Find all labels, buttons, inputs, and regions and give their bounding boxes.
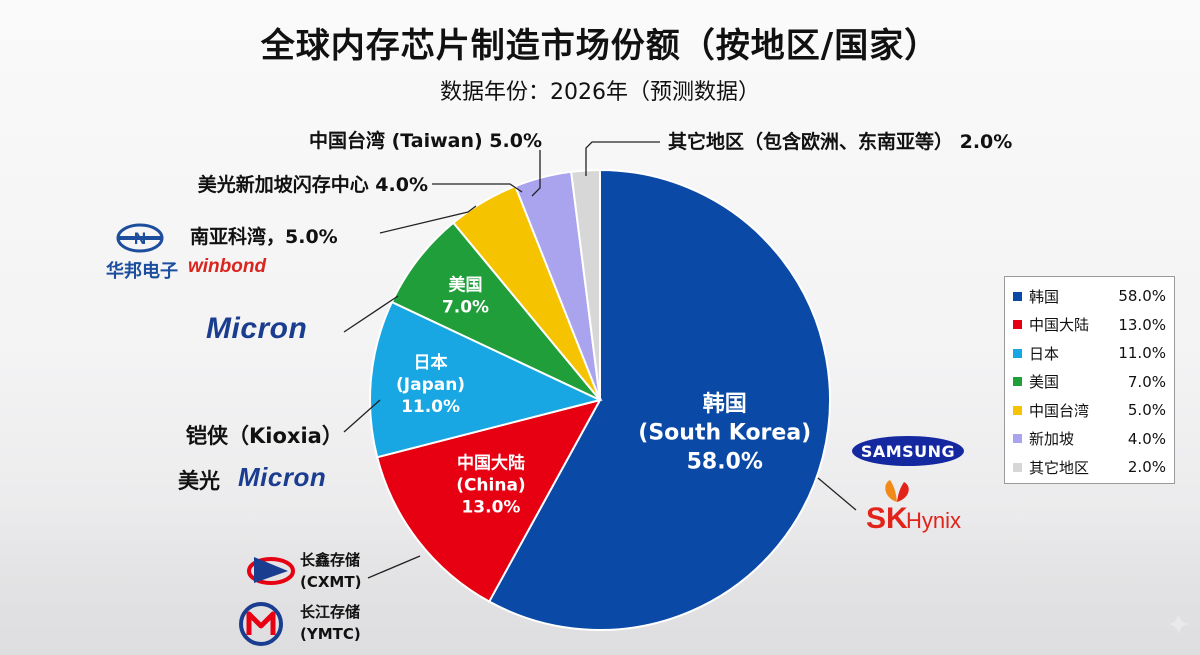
ymtc-abbr: (YMTC) xyxy=(300,625,361,643)
pie-slices xyxy=(369,168,831,631)
legend-value: 7.0% xyxy=(1127,372,1166,391)
legend-name: 美国 xyxy=(1029,373,1060,392)
cxmt-abbr: (CXMT) xyxy=(300,573,362,591)
slice-label: 日本(Japan) 11.0% xyxy=(396,352,465,417)
legend-swatch xyxy=(1013,348,1022,358)
leader-singapore xyxy=(432,183,523,193)
legend-swatch xyxy=(1013,462,1022,472)
legend-swatch xyxy=(1013,377,1022,387)
slice-label-line: 58.0% xyxy=(687,449,763,474)
legend-name: 其它地区 xyxy=(1029,458,1090,477)
legend-item: 新加坡 4.0% xyxy=(1013,425,1166,454)
winbond-logo: winbond xyxy=(188,256,267,277)
slice-label: 中国大陆 (China) 13.0% xyxy=(456,452,526,517)
legend-value: 13.0% xyxy=(1118,315,1166,334)
legend-name: 中国台湾 xyxy=(1029,401,1090,420)
legend-value: 11.0% xyxy=(1118,344,1166,363)
slice-label: 美国 7.0% xyxy=(442,275,489,318)
slice-label-line: 7.0% xyxy=(442,298,489,318)
pie-slice xyxy=(487,168,831,631)
pie-slice xyxy=(390,221,601,401)
sk-butterfly-icon xyxy=(885,480,909,502)
cxmt-logo-icon xyxy=(246,549,296,593)
legend-name: 中国大陆 xyxy=(1029,316,1090,335)
ymtc-logo-icon xyxy=(236,601,286,651)
cxmt-label: 长鑫存储 (CXMT) xyxy=(300,549,361,593)
leader-taiwan xyxy=(531,150,541,197)
legend-swatch xyxy=(1013,405,1022,415)
slice-label-line: 美国 xyxy=(449,275,483,296)
leader-lines xyxy=(343,141,857,579)
slice-label: 韩国 (South Korea) 58.0% xyxy=(638,391,811,474)
legend-value: 5.0% xyxy=(1127,401,1166,420)
label-singapore: 美光新加坡闪存中心 4.0% xyxy=(198,173,428,196)
slice-label-line: 日本 xyxy=(414,352,448,373)
nanya-logo-icon: N xyxy=(116,220,164,260)
legend-name: 新加坡 xyxy=(1029,430,1075,449)
ymtc-label: 长江存储 (YMTC) xyxy=(300,601,361,645)
cxmt-name: 长鑫存储 xyxy=(300,551,361,569)
label-nanya: 南亚科湾，5.0% xyxy=(190,225,338,248)
legend-value: 4.0% xyxy=(1127,429,1166,448)
slice-label-line: (Japan) xyxy=(396,375,465,395)
svg-text:N: N xyxy=(134,229,146,248)
micron-logo: Micron xyxy=(206,312,308,345)
label-taiwan: 中国台湾 (Taiwan) 5.0% xyxy=(309,129,542,152)
slice-label-line: 11.0% xyxy=(401,397,460,417)
kioxia-label: 铠侠（Kioxia） xyxy=(186,424,343,448)
ymtc-name: 长江存储 xyxy=(300,603,361,621)
huabang-logo-text: 华邦电子 xyxy=(106,261,178,282)
leader-nanya xyxy=(379,205,477,234)
legend-item: 其它地区 2.0% xyxy=(1013,453,1166,482)
legend-value: 58.0% xyxy=(1118,287,1166,306)
legend-item: 中国大陆 13.0% xyxy=(1013,311,1166,340)
slice-label-line: 13.0% xyxy=(461,498,520,518)
chart-subtitle: 数据年份：2026年（预测数据） xyxy=(440,80,760,105)
pie-slice xyxy=(376,398,602,603)
legend-swatch xyxy=(1013,434,1022,444)
slice-label-line: 韩国 xyxy=(703,391,747,417)
leader-micron-us xyxy=(343,295,399,333)
slice-label-line: 中国大陆 xyxy=(457,452,525,473)
samsung-logo: SAMSUNG xyxy=(852,436,964,466)
legend-item: 韩国 58.0% xyxy=(1013,282,1166,311)
leader-others xyxy=(585,141,660,176)
legend-value: 2.0% xyxy=(1127,458,1166,477)
sk-text: SK xyxy=(866,502,908,535)
inside-labels: 韩国 (South Korea) 58.0% 中国大陆 (China) 13.0% 日本(J… xyxy=(396,275,811,518)
legend-swatch xyxy=(1013,320,1022,330)
legend-name: 日本 xyxy=(1029,344,1060,363)
leader-korea xyxy=(817,477,857,511)
legend-item: 日本 11.0% xyxy=(1013,339,1166,368)
leader-kioxia xyxy=(343,399,381,433)
slice-label-line: (South Korea) xyxy=(638,421,811,446)
legend-item: 中国台湾 5.0% xyxy=(1013,396,1166,425)
legend: 韩国 58.0% 中国大陆 13.0% 日本 11.0% 美国 7.0% 中国台湾 5.0% 新加坡… xyxy=(1004,276,1175,484)
legend-name: 韩国 xyxy=(1029,287,1060,306)
meiguang-label: 美光 xyxy=(178,469,220,493)
leader-china xyxy=(367,555,421,579)
hynix-text: Hynix xyxy=(906,508,962,533)
legend-item: 美国 7.0% xyxy=(1013,368,1166,397)
sparkle-icon: ✦ xyxy=(1166,608,1192,643)
pie-slice xyxy=(369,300,603,459)
chart-title: 全球内存芯片制造市场份额（按地区/国家） xyxy=(260,26,940,66)
label-others: 其它地区（包含欧洲、东南亚等） 2.0% xyxy=(668,130,1012,153)
micron-logo-2: Micron xyxy=(238,462,327,492)
slice-label-line: (China) xyxy=(456,476,526,496)
legend-swatch xyxy=(1013,291,1022,301)
